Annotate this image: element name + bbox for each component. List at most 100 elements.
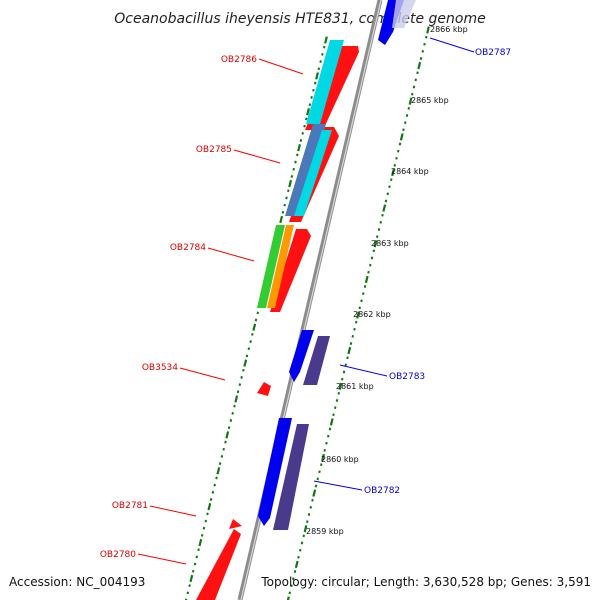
label-ob2786[interactable]: OB2786 bbox=[221, 55, 257, 65]
outer-ring-major-tick bbox=[329, 418, 334, 426]
outer-ring-major-tick bbox=[286, 596, 290, 600]
accession-text: Accession: NC_004193 bbox=[9, 575, 145, 589]
outer-ring-minor-tick bbox=[316, 477, 319, 481]
kbp-label-2865: 2865 kbp bbox=[411, 96, 449, 105]
outer-ring-minor-tick bbox=[416, 71, 419, 75]
inner-ring-minor-tick bbox=[215, 476, 218, 480]
inner-ring-minor-tick bbox=[294, 160, 297, 164]
outer-ring-minor-tick bbox=[309, 505, 312, 509]
inner-ring-minor-tick bbox=[218, 462, 222, 466]
kbp-label-2866: 2866 kbp bbox=[430, 25, 468, 34]
outer-ring-minor-tick bbox=[293, 570, 297, 573]
outer-ring-minor-tick bbox=[386, 192, 389, 196]
label-ob2781[interactable]: OB2781 bbox=[112, 501, 148, 511]
kbp-label-2861: 2861 kbp bbox=[336, 382, 374, 391]
outer-ring-minor-tick bbox=[393, 163, 396, 167]
inner-ring-minor-tick bbox=[231, 411, 234, 415]
outer-ring-major-tick bbox=[373, 240, 378, 248]
gene-ob2782-alt-bar bbox=[273, 424, 309, 530]
outer-ring-minor-tick bbox=[362, 292, 365, 296]
inner-ring-major-tick bbox=[198, 538, 203, 547]
outer-ring-minor-tick bbox=[355, 320, 358, 324]
gene-ob2782-arrow[interactable] bbox=[258, 418, 292, 526]
outer-ring-minor-tick bbox=[346, 356, 349, 360]
leader-ob2784 bbox=[207, 247, 255, 262]
outer-ring-minor-tick bbox=[370, 256, 374, 260]
outer-ring-minor-tick bbox=[411, 92, 414, 96]
gene-ob2781-arrow[interactable] bbox=[229, 519, 242, 529]
inner-ring-minor-tick bbox=[193, 562, 197, 566]
outer-ring-minor-tick bbox=[300, 541, 304, 545]
gene-ob2784-orange-bar bbox=[267, 225, 294, 308]
outer-ring-minor-tick bbox=[360, 299, 363, 303]
outer-ring-minor-tick bbox=[325, 441, 328, 445]
outer-ring-major-tick bbox=[417, 61, 422, 70]
inner-ring-minor-tick bbox=[281, 210, 285, 214]
outer-ring-major-tick bbox=[382, 204, 387, 212]
outer-ring-minor-tick bbox=[414, 78, 417, 82]
label-ob2785[interactable]: OB2785 bbox=[196, 145, 232, 155]
outer-ring-major-tick bbox=[426, 26, 430, 34]
inner-ring-minor-tick bbox=[236, 390, 240, 394]
outer-ring-minor-tick bbox=[302, 534, 305, 538]
label-ob2787[interactable]: OB2787 bbox=[475, 48, 511, 58]
outer-ring-minor-tick bbox=[323, 448, 326, 452]
outer-ring-minor-tick bbox=[342, 370, 346, 374]
label-ob2783[interactable]: OB2783 bbox=[389, 372, 425, 382]
outer-ring-minor-tick bbox=[341, 377, 344, 381]
outer-ring-minor-tick bbox=[349, 342, 353, 345]
outer-tick-ring bbox=[286, 26, 430, 600]
kbp-label-2859: 2859 kbp bbox=[306, 527, 344, 536]
label-ob2784[interactable]: OB2784 bbox=[170, 243, 206, 253]
outer-ring-major-tick bbox=[338, 382, 343, 390]
inner-ring-minor-tick bbox=[296, 153, 299, 157]
inner-ring-major-tick bbox=[306, 108, 310, 116]
outer-ring-major-tick bbox=[356, 311, 360, 319]
outer-ring-major-tick bbox=[399, 133, 404, 141]
inner-ring-minor-tick bbox=[299, 139, 303, 142]
outer-ring-minor-tick bbox=[306, 520, 309, 524]
inner-ring-minor-tick bbox=[290, 174, 294, 178]
gene-ob2783-arrow[interactable] bbox=[289, 330, 314, 382]
inner-ring-minor-tick bbox=[229, 419, 233, 422]
inner-ring-minor-tick bbox=[283, 203, 286, 207]
inner-ring-minor-tick bbox=[285, 196, 288, 200]
outer-ring-minor-tick bbox=[381, 213, 384, 217]
outer-ring-minor-tick bbox=[297, 555, 300, 559]
outer-ring-major-tick bbox=[391, 168, 395, 177]
inner-ring-minor-tick bbox=[227, 426, 231, 430]
inner-ring-minor-tick bbox=[233, 404, 236, 408]
outer-ring-minor-tick bbox=[377, 228, 381, 231]
outer-ring-minor-tick bbox=[307, 513, 311, 516]
label-ob2782[interactable]: OB2782 bbox=[364, 486, 400, 496]
kbp-label-2864: 2864 kbp bbox=[391, 167, 429, 176]
leader-ob2787 bbox=[429, 37, 475, 53]
gene-ob2784-green-bar bbox=[257, 225, 285, 308]
inner-ring-major-tick bbox=[225, 431, 230, 439]
inner-ring-minor-tick bbox=[197, 548, 200, 552]
outer-ring-minor-tick bbox=[335, 399, 339, 402]
inner-ring-major-tick bbox=[243, 359, 248, 367]
outer-ring-minor-tick bbox=[290, 584, 293, 588]
gene-ob2784-arrow[interactable] bbox=[270, 229, 311, 312]
label-ob3534[interactable]: OB3534 bbox=[142, 363, 178, 373]
inner-ring-major-tick bbox=[252, 323, 257, 331]
inner-ring-major-tick bbox=[315, 72, 319, 80]
outer-ring-minor-tick bbox=[311, 498, 314, 502]
inner-ring-minor-tick bbox=[251, 332, 254, 336]
outer-ring-minor-tick bbox=[379, 220, 382, 224]
inner-ring-minor-tick bbox=[186, 591, 190, 595]
outer-ring-minor-tick bbox=[405, 114, 409, 117]
outer-ring-minor-tick bbox=[363, 285, 367, 288]
inner-ring-minor-tick bbox=[256, 311, 260, 315]
gene-ob2780-arrow[interactable] bbox=[196, 529, 241, 600]
inner-ring-minor-tick bbox=[287, 189, 290, 193]
outer-ring-major-tick bbox=[321, 453, 325, 462]
label-ob2780[interactable]: OB2780 bbox=[100, 550, 136, 560]
outer-ring-minor-tick bbox=[334, 406, 337, 410]
inner-ring-major-tick bbox=[207, 503, 212, 511]
outer-ring-minor-tick bbox=[314, 484, 318, 488]
inner-ring-minor-tick bbox=[195, 555, 199, 559]
gene-ob3534-arrow[interactable] bbox=[257, 382, 271, 396]
gene-ob2783-alt-bar bbox=[303, 336, 330, 385]
